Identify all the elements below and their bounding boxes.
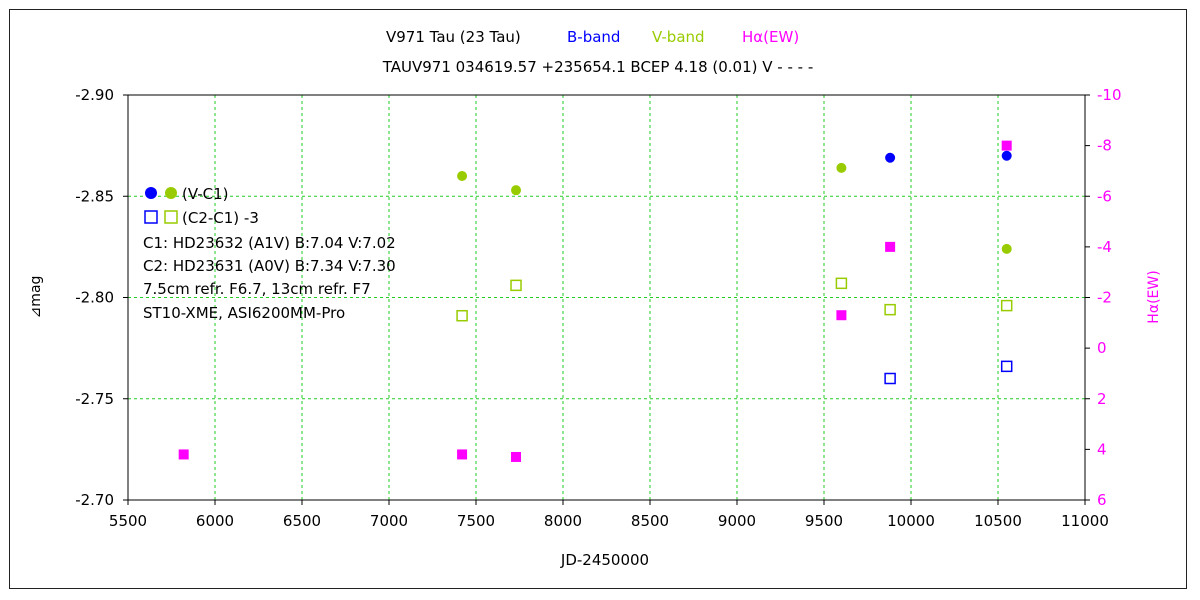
y-tick-label: -2.90 bbox=[75, 86, 114, 104]
legend-marker-b-circle bbox=[145, 187, 157, 199]
legend-note-telescopes: 7.5cm refr. F6.7, 13cm refr. F7 bbox=[143, 280, 371, 298]
data-point-circle bbox=[1001, 243, 1012, 254]
data-point-open-square bbox=[510, 279, 522, 292]
y-tick-label: -2.80 bbox=[75, 289, 114, 307]
data-point-open-square bbox=[1000, 360, 1013, 373]
data-marks bbox=[178, 140, 1013, 462]
data-point-circle bbox=[836, 162, 847, 173]
data-point-open-square bbox=[1000, 299, 1013, 312]
data-point-open-square bbox=[835, 277, 848, 290]
title-v-band: V-band bbox=[652, 28, 705, 46]
data-point-square bbox=[885, 241, 896, 252]
x-tick-label: 8500 bbox=[631, 512, 669, 530]
chart-title: V971 Tau (23 Tau) bbox=[386, 28, 521, 46]
x-tick-label: 5500 bbox=[109, 512, 147, 530]
legend-entry-c2c1: (C2-C1) -3 bbox=[182, 209, 259, 227]
data-point-open-square bbox=[884, 372, 896, 385]
y-axis-right: -10 -8 -6 -4 -2 0 2 4 6 bbox=[1085, 86, 1122, 509]
x-tick-label: 7000 bbox=[370, 512, 408, 530]
y2-tick-label: 2 bbox=[1097, 390, 1107, 408]
grid bbox=[128, 95, 1085, 500]
x-tick-label: 10500 bbox=[974, 512, 1022, 530]
x-tick-label: 8000 bbox=[544, 512, 582, 530]
data-point-circle bbox=[511, 185, 522, 196]
chart-frame bbox=[9, 9, 1187, 589]
data-point-square bbox=[511, 451, 522, 462]
y2-tick-label: -4 bbox=[1097, 238, 1112, 256]
data-point-square bbox=[457, 449, 468, 460]
data-point-square bbox=[836, 310, 847, 321]
data-point-open-square bbox=[884, 303, 896, 316]
y-axis-label: ⊿mag bbox=[28, 276, 44, 319]
data-point-circle bbox=[1001, 150, 1012, 161]
x-tick-label: 10000 bbox=[887, 512, 935, 530]
x-tick-label: 7500 bbox=[457, 512, 495, 530]
data-point-circle bbox=[885, 152, 896, 163]
legend-note-c1: C1: HD23632 (A1V) B:7.04 V:7.02 bbox=[143, 234, 396, 252]
y-tick-label: -2.70 bbox=[75, 491, 114, 509]
legend-marker-v-circle bbox=[165, 187, 177, 199]
chart-subtitle: TAUV971 034619.57 +235654.1 BCEP 4.18 (0… bbox=[382, 58, 814, 76]
y-tick-label: -2.75 bbox=[75, 390, 114, 408]
x-tick-label: 9000 bbox=[718, 512, 756, 530]
y2-tick-label: -10 bbox=[1097, 86, 1122, 104]
x-axis-label: JD-2450000 bbox=[560, 551, 649, 569]
x-tick-label: 6500 bbox=[283, 512, 321, 530]
y2-tick-label: 0 bbox=[1097, 339, 1107, 357]
data-point-square bbox=[1001, 140, 1012, 151]
data-point-square bbox=[178, 449, 189, 460]
x-tick-label: 9500 bbox=[805, 512, 843, 530]
y2-axis-label: Hα(EW) bbox=[1146, 270, 1162, 323]
y2-tick-label: -2 bbox=[1097, 289, 1112, 307]
y-tick-label: -2.85 bbox=[75, 187, 114, 205]
y2-tick-label: 4 bbox=[1097, 440, 1107, 458]
legend-marker-v-square bbox=[164, 210, 178, 224]
x-tick-label: 6000 bbox=[196, 512, 234, 530]
legend-marker-b-square bbox=[144, 210, 158, 224]
y2-tick-label: 6 bbox=[1097, 491, 1107, 509]
y-axis-left: -2.90 -2.85 -2.80 -2.75 -2.70 bbox=[75, 86, 128, 509]
x-tick-label: 11000 bbox=[1061, 512, 1109, 530]
y2-tick-label: -8 bbox=[1097, 137, 1112, 155]
y2-tick-label: -6 bbox=[1097, 187, 1112, 205]
legend-note-c2: C2: HD23631 (A0V) B:7.34 V:7.30 bbox=[143, 257, 396, 275]
legend-note-cameras: ST10-XME, ASI6200MM-Pro bbox=[143, 304, 345, 322]
data-point-circle bbox=[457, 171, 468, 181]
legend-entry-vc1: (V-C1) bbox=[182, 185, 229, 203]
title-halpha: Hα(EW) bbox=[742, 28, 799, 46]
data-point-open-square bbox=[456, 309, 468, 322]
x-axis: 5500 6000 6500 7000 7500 8000 8500 9000 9500 1000… bbox=[109, 500, 1109, 530]
legend: (V-C1) (C2-C1) -3 C1: HD23632 (A1V) B:7.… bbox=[143, 185, 396, 322]
title-b-band: B-band bbox=[567, 28, 620, 46]
